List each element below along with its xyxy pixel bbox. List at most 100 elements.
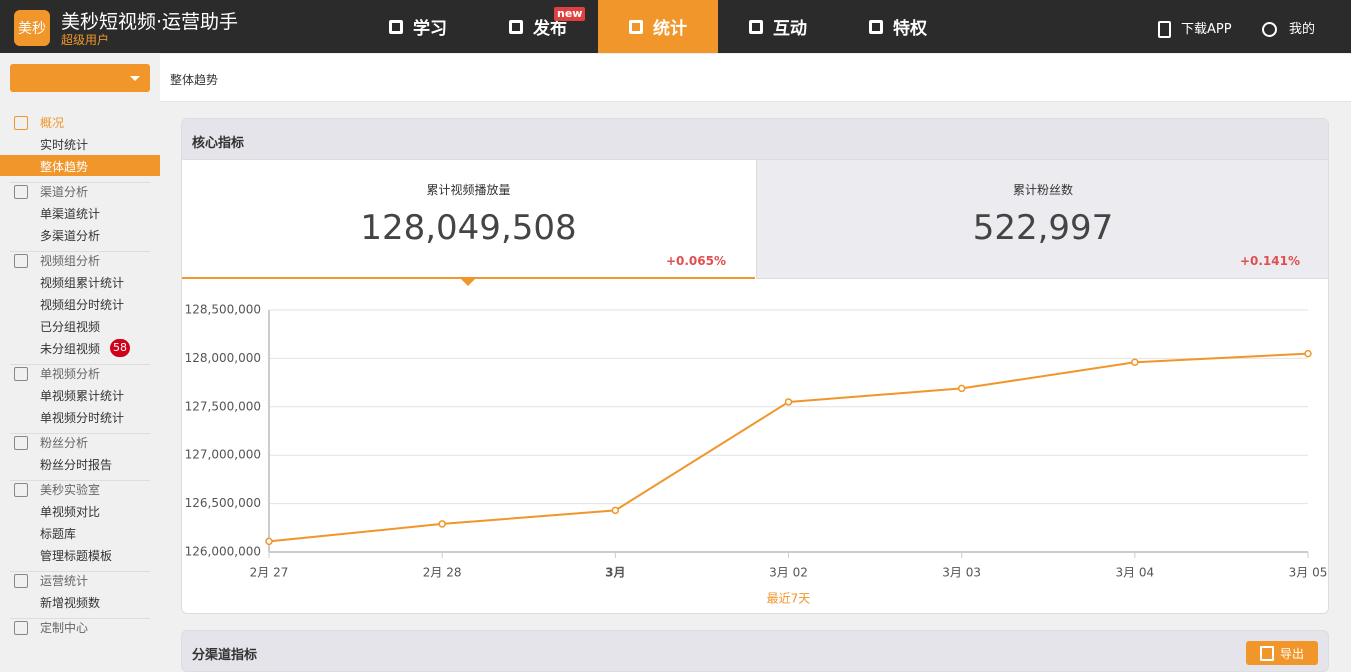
menu-icon <box>14 574 28 588</box>
menu-item[interactable]: 多渠道分析 <box>40 229 101 243</box>
nav-item[interactable]: 学习 <box>358 0 478 53</box>
trend-line <box>268 352 1309 543</box>
menu-item[interactable]: 整体趋势 <box>40 160 89 174</box>
metric-card[interactable]: 累计视频播放量 128,049,508 +0.065% <box>182 160 755 279</box>
metric-label: 累计粉丝数 <box>1012 183 1073 197</box>
nav-icon <box>749 19 763 34</box>
data-point <box>438 520 446 528</box>
panel-title: 分渠道指标 <box>192 648 258 663</box>
menu-group[interactable]: 单视频分析 <box>40 367 101 381</box>
divider <box>10 618 150 619</box>
nav-label[interactable]: 学习 <box>413 19 447 39</box>
dropdown-arrow <box>130 76 140 86</box>
app-title: 美秒短视频·运营助手 <box>61 11 239 33</box>
download-app[interactable]: 下载APP <box>1158 18 1232 38</box>
my-account[interactable]: 我的 <box>1262 18 1315 37</box>
download-label[interactable]: 下载APP <box>1181 22 1232 37</box>
divider <box>10 433 150 434</box>
data-point <box>1131 358 1139 367</box>
metric-change: +0.065% <box>665 254 726 268</box>
x-axis-label: 最近7天 <box>767 592 811 606</box>
menu-item[interactable]: 新增视频数 <box>40 596 101 610</box>
nav-icon <box>629 19 643 34</box>
trend-chart: 126,000,000 126,500,000 127,000,000 127,500… <box>185 303 1328 606</box>
nav-item[interactable]: 统计 <box>598 0 718 53</box>
metric-change: +0.141% <box>1239 254 1300 268</box>
divider <box>10 571 150 572</box>
y-tick-label: 126,500,000 <box>185 496 261 510</box>
y-tick-label: 128,000,000 <box>185 351 261 365</box>
nav-label[interactable]: 发布 <box>533 19 567 39</box>
menu-group[interactable]: 粉丝分析 <box>40 436 89 450</box>
data-point <box>611 506 620 515</box>
nav-item[interactable]: 发布 <box>478 0 598 53</box>
menu-icon <box>14 185 28 199</box>
data-point <box>265 537 273 546</box>
menu-item[interactable]: 单视频累计统计 <box>40 389 125 403</box>
nav-icon <box>509 19 523 34</box>
menu-item[interactable]: 未分组视频 <box>40 342 101 356</box>
metric-value: 128,049,508 <box>360 208 577 248</box>
nav-item[interactable]: 互动 <box>718 0 838 53</box>
nav-label[interactable]: 统计 <box>653 19 687 39</box>
new-badge: new <box>554 7 586 21</box>
active-pointer <box>461 279 475 293</box>
y-tick-label: 126,000,000 <box>185 545 261 559</box>
panel-title: 核心指标 <box>192 136 245 151</box>
nav-label[interactable]: 特权 <box>893 19 927 39</box>
menu-item[interactable]: 标题库 <box>40 527 77 541</box>
menu-icon <box>14 621 28 635</box>
menu-item[interactable]: 视频组累计统计 <box>40 276 125 290</box>
menu-group[interactable]: 定制中心 <box>40 621 89 635</box>
x-tick-label: 3月 04 <box>1115 566 1154 580</box>
x-tick-label: 3月 05 <box>1289 566 1328 580</box>
divider <box>10 364 150 365</box>
core-panel: 核心指标 累计视频播放量 128,049,508 +0.065% 累计粉丝数 5… <box>181 118 1329 614</box>
x-tick-label: 2月 27 <box>250 566 289 580</box>
menu-group[interactable]: 渠道分析 <box>40 185 89 199</box>
nav-label[interactable]: 互动 <box>773 19 807 39</box>
menu-item[interactable]: 视频组分时统计 <box>40 298 125 312</box>
menu-icon <box>14 254 28 268</box>
logo[interactable]: 美秒 <box>14 10 50 46</box>
menu-item[interactable]: 单渠道统计 <box>40 207 101 221</box>
panel-header: 核心指标 <box>182 119 1328 160</box>
data-point <box>957 384 966 393</box>
y-tick-label: 128,500,000 <box>185 303 261 317</box>
active-bar <box>0 155 160 176</box>
x-tick-label: 3月 03 <box>942 566 981 580</box>
account-dropdown[interactable] <box>10 64 150 92</box>
user-level: 超级用户 <box>61 33 110 47</box>
menu-group[interactable]: 概况 <box>40 116 65 130</box>
menu-item[interactable]: 管理标题模板 <box>40 549 113 563</box>
nav-item[interactable]: 特权 <box>838 0 958 53</box>
top-bar: 美秒 美秒短视频·运营助手 超级用户 下载APP 我的 学习 发布 new 统计 互动 特… <box>0 0 1351 53</box>
data-point <box>1304 349 1312 358</box>
menu-item[interactable]: 实时统计 <box>40 138 89 152</box>
menu-icon <box>14 367 28 381</box>
y-tick-label: 127,000,000 <box>185 448 261 462</box>
menu-item[interactable]: 单视频对比 <box>40 505 101 519</box>
menu-icon <box>14 116 28 130</box>
breadcrumb: 整体趋势 <box>170 73 219 87</box>
nav-icon <box>389 19 403 34</box>
breadcrumb-bar: 整体趋势 <box>160 54 1351 102</box>
menu-icon <box>14 483 28 497</box>
divider <box>10 182 150 183</box>
menu-item[interactable]: 粉丝分时报告 <box>40 458 113 472</box>
x-tick-label: 3月 02 <box>769 566 808 580</box>
export-button[interactable]: 导出 <box>1246 641 1318 665</box>
menu-group[interactable]: 视频组分析 <box>40 254 101 268</box>
my-label[interactable]: 我的 <box>1289 22 1316 37</box>
menu-group[interactable]: 美秒实验室 <box>40 483 101 497</box>
nav-icon <box>869 19 883 34</box>
menu-item[interactable]: 单视频分时统计 <box>40 411 125 425</box>
export-label[interactable]: 导出 <box>1279 646 1304 661</box>
menu-group[interactable]: 运营统计 <box>40 574 89 588</box>
x-tick-label: 3月 <box>605 566 625 580</box>
data-point <box>784 398 793 406</box>
menu-item[interactable]: 已分组视频 <box>40 320 101 334</box>
metric-card[interactable]: 累计粉丝数 522,997 +0.141% <box>756 160 1328 279</box>
sidebar: 概况实时统计整体趋势渠道分析单渠道统计多渠道分析视频组分析视频组累计统计 视频组分… <box>0 53 160 666</box>
